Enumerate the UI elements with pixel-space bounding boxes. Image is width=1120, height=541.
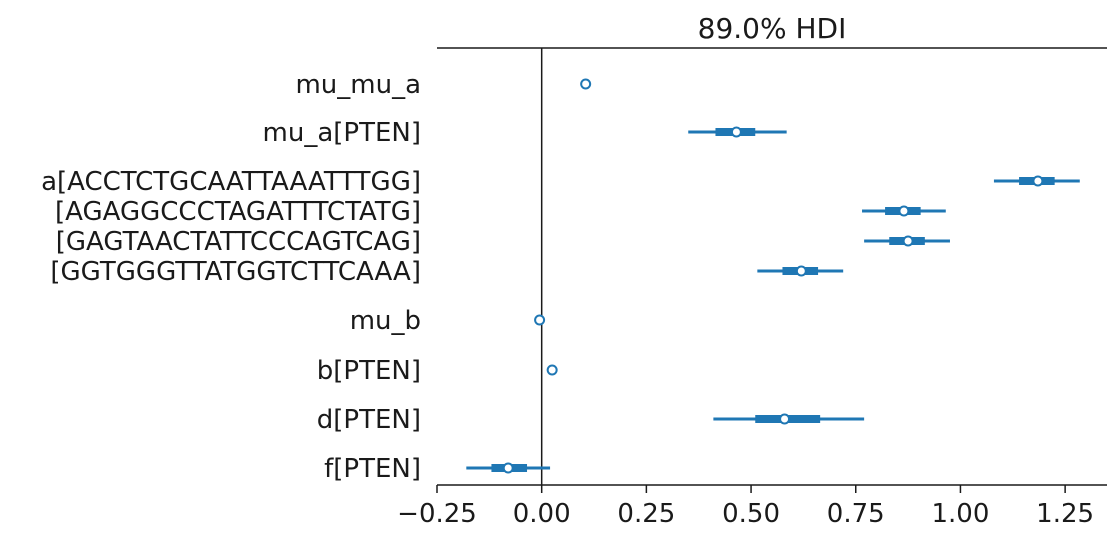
median-point [580, 78, 592, 90]
x-tick-label: 1.25 [1036, 499, 1094, 529]
x-tick-label: 1.00 [931, 499, 989, 529]
y-tick-label: [AGAGGCCCTAGATTTCTATG] [55, 197, 421, 227]
median-point [902, 235, 914, 247]
median-point [502, 462, 514, 474]
median-point [546, 364, 558, 376]
y-tick-label: f[PTEN] [324, 454, 421, 484]
median-point [898, 205, 910, 217]
chart-title: 89.0% HDI [698, 12, 847, 45]
x-tick-label: 0.00 [513, 499, 571, 529]
x-tick-label: 0.25 [617, 499, 675, 529]
median-point [795, 265, 807, 277]
y-tick-label: [GGTGGGTTATGGTCTTCAAA] [50, 257, 421, 287]
y-tick-label: a[ACCTCTGCAATTAAATTTGG] [41, 167, 421, 197]
y-tick-label: mu_mu_a [295, 70, 421, 100]
median-point [779, 413, 791, 425]
x-tick-label: −0.25 [397, 499, 477, 529]
median-point [730, 126, 742, 138]
y-axis-labels: mu_mu_a mu_a[PTEN] a[ACCTCTGCAATTAAATTTGG]… [41, 70, 421, 484]
interval-marks [466, 78, 1080, 474]
median-point [534, 314, 546, 326]
x-tick-label: 0.50 [722, 499, 780, 529]
y-tick-label: [GAGTAACTATTCCCAGTCAG] [56, 227, 421, 257]
y-tick-label: mu_a[PTEN] [263, 118, 421, 148]
y-tick-label: d[PTEN] [317, 405, 421, 435]
y-tick-label: mu_b [350, 306, 421, 336]
median-point [1032, 175, 1044, 187]
x-tick-label: 0.75 [827, 499, 885, 529]
x-axis-ticks: −0.25 0.00 0.25 0.50 0.75 1.00 1.25 [397, 485, 1094, 529]
y-tick-label: b[PTEN] [317, 356, 421, 386]
